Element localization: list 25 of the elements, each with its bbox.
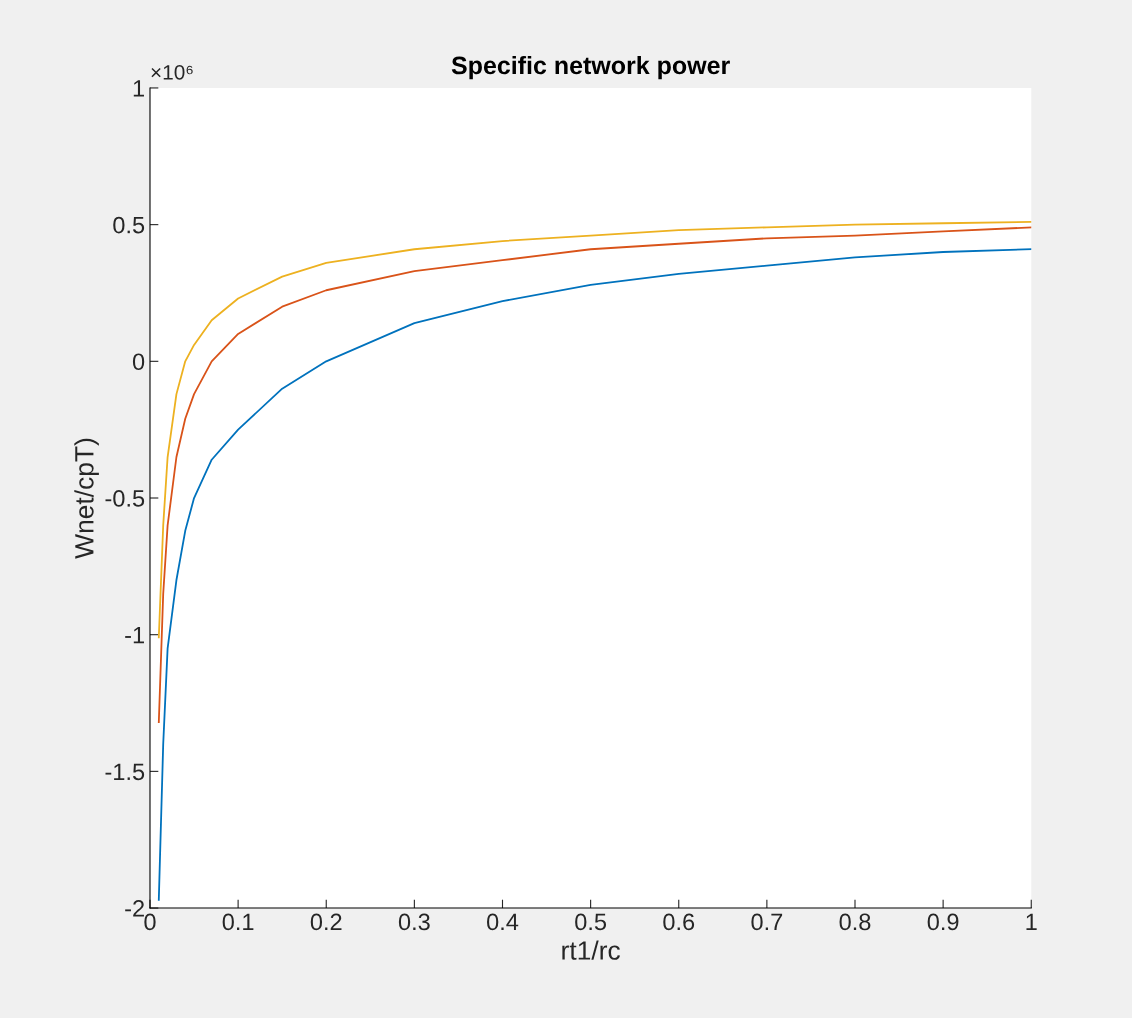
y-tick-label: 0	[132, 353, 145, 371]
x-tick-label: 0.2	[310, 913, 342, 931]
y-tick-label: -1.5	[105, 763, 145, 781]
x-tick-label: 0.9	[927, 913, 959, 931]
x-tick-label: 0.3	[398, 913, 430, 931]
x-axis-title: rt1/rc	[562, 940, 620, 960]
x-tick-label: 0.5	[575, 913, 607, 931]
line-series	[157, 220, 1032, 639]
y-tick-label: 0.5	[113, 216, 145, 234]
y-tick-label: -0.5	[105, 490, 145, 507]
x-tick-label: 0.1	[222, 913, 254, 931]
y-tick-label: -1	[125, 627, 144, 644]
line-series	[157, 226, 1032, 724]
x-tick-label: 0.8	[839, 913, 871, 931]
line-series	[157, 248, 1032, 901]
y-axis-title: Wnet/cpT)	[74, 438, 99, 559]
x-tick-label: 0	[144, 913, 156, 931]
y-tick-label: 1	[133, 80, 144, 97]
x-tick-label: 1	[1026, 913, 1037, 931]
x-tick-label: 0.6	[663, 913, 695, 931]
y-tick-label: -2	[125, 900, 144, 917]
chart-title: Specific network power	[451, 55, 730, 80]
x-tick-label: 0.7	[751, 913, 783, 931]
text: ×10⁶	[151, 64, 193, 80]
x-tick-label: 0.4	[487, 913, 519, 931]
